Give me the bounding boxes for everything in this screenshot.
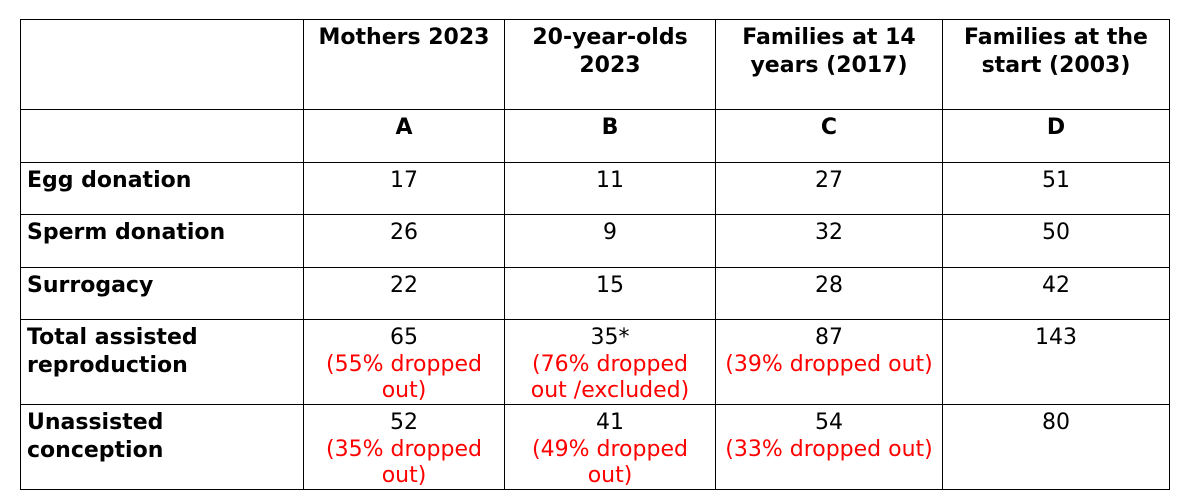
- value-number: 22: [390, 273, 418, 298]
- value-number: 50: [1042, 220, 1070, 245]
- table-row-total-assisted-reproduction: Total assisted reproduction 65 (55% dropp…: [20, 319, 1170, 405]
- row-label-surrogacy: Surrogacy: [20, 267, 304, 320]
- column-header-families-at-start: Families at the start (2003): [942, 19, 1170, 110]
- column-letter-c: C: [715, 109, 943, 163]
- value-cell: 50: [942, 214, 1170, 268]
- value-cell: 17: [303, 162, 505, 215]
- value-cell: 9: [504, 214, 716, 268]
- value-cell: 52 (35% dropped out): [303, 404, 505, 490]
- value-number: 42: [1042, 273, 1070, 298]
- value-number: 35*: [590, 325, 630, 350]
- value-cell: 80: [942, 404, 1170, 490]
- value-cell: 28: [715, 267, 943, 320]
- value-cell: 41 (49% dropped out): [504, 404, 716, 490]
- row-label-egg-donation: Egg donation: [20, 162, 304, 215]
- dropout-note: (39% dropped out): [725, 352, 933, 377]
- value-number: 65: [390, 325, 418, 350]
- column-letter-b: B: [504, 109, 716, 163]
- value-number: 26: [390, 220, 418, 245]
- value-number: 9: [603, 220, 617, 245]
- dropout-note: (33% dropped out): [725, 437, 933, 462]
- row-label-total-assisted-reproduction: Total assisted reproduction: [20, 319, 304, 405]
- value-cell: 54 (33% dropped out): [715, 404, 943, 490]
- letter-row: A B C D: [20, 109, 1170, 163]
- value-number: 15: [596, 273, 624, 298]
- value-number: 51: [1042, 168, 1070, 193]
- value-number: 27: [815, 168, 843, 193]
- corner-cell: [20, 19, 304, 110]
- row-label-unassisted-conception: Unassisted conception: [20, 404, 304, 490]
- value-number: 41: [596, 410, 624, 435]
- value-cell: 27: [715, 162, 943, 215]
- dropout-note: (49% dropped out): [532, 437, 688, 488]
- table-row-surrogacy: Surrogacy 22 15 28 42: [20, 267, 1170, 320]
- value-number: 32: [815, 220, 843, 245]
- results-table: Mothers 2023 20-year-olds 2023 Families …: [20, 19, 1170, 490]
- header-row: Mothers 2023 20-year-olds 2023 Families …: [20, 19, 1170, 110]
- value-cell: 15: [504, 267, 716, 320]
- value-number: 28: [815, 273, 843, 298]
- row-label-sperm-donation: Sperm donation: [20, 214, 304, 268]
- value-cell: 35* (76% dropped out /excluded): [504, 319, 716, 405]
- value-number: 54: [815, 410, 843, 435]
- value-cell: 42: [942, 267, 1170, 320]
- value-cell: 26: [303, 214, 505, 268]
- value-number: 80: [1042, 410, 1070, 435]
- dropout-note: (55% dropped out): [326, 352, 482, 403]
- dropout-note: (76% dropped out /excluded): [530, 352, 690, 403]
- dropout-note: (35% dropped out): [326, 437, 482, 488]
- value-cell: 65 (55% dropped out): [303, 319, 505, 405]
- table-row-sperm-donation: Sperm donation 26 9 32 50: [20, 214, 1170, 268]
- value-cell: 87 (39% dropped out): [715, 319, 943, 405]
- table-row-unassisted-conception: Unassisted conception 52 (35% dropped out…: [20, 404, 1170, 490]
- value-cell: 22: [303, 267, 505, 320]
- value-cell: 143: [942, 319, 1170, 405]
- column-letter-d: D: [942, 109, 1170, 163]
- value-number: 11: [596, 168, 624, 193]
- column-letter-a: A: [303, 109, 505, 163]
- value-number: 52: [390, 410, 418, 435]
- value-number: 87: [815, 325, 843, 350]
- letter-row-blank: [20, 109, 304, 163]
- value-number: 143: [1035, 325, 1077, 350]
- value-number: 17: [390, 168, 418, 193]
- column-header-families-at-14: Families at 14 years (2017): [715, 19, 943, 110]
- column-header-mothers-2023: Mothers 2023: [303, 19, 505, 110]
- column-header-20-year-olds-2023: 20-year-olds 2023: [504, 19, 716, 110]
- value-cell: 51: [942, 162, 1170, 215]
- value-cell: 11: [504, 162, 716, 215]
- value-cell: 32: [715, 214, 943, 268]
- table-row-egg-donation: Egg donation 17 11 27 51: [20, 162, 1170, 215]
